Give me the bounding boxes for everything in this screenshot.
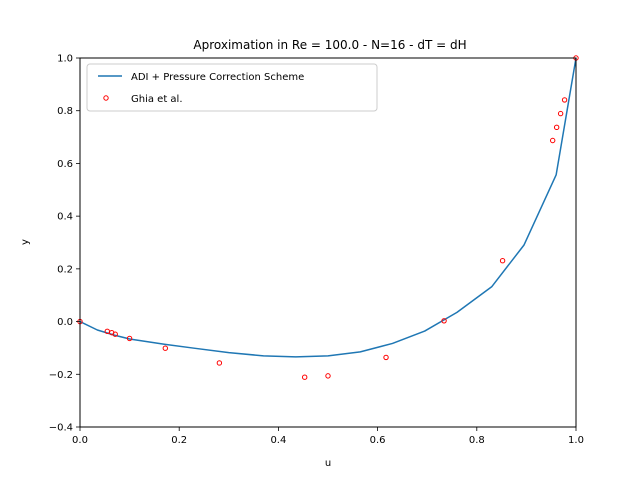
- legend-box: [86, 63, 378, 112]
- x-axis-label: u: [325, 458, 331, 469]
- legend-entry-adi: ADI + Pressure Correction Scheme: [131, 72, 304, 83]
- scatter-point-ghia: [553, 124, 560, 131]
- x-tick-label: 0.2: [171, 435, 187, 446]
- legend-scatter-marker: [103, 95, 109, 101]
- y-tick-label: 0.8: [57, 106, 73, 117]
- y-tick-label: −0.2: [49, 370, 73, 381]
- y-tick-label: 0.0: [57, 317, 73, 328]
- scatter-point-ghia: [557, 110, 564, 117]
- y-tick-label: 0.4: [57, 212, 73, 223]
- scatter-point-ghia: [216, 360, 223, 366]
- x-axis: 0.0 0.2 0.4 0.6 0.8 1.0: [72, 427, 584, 446]
- scatter-point-ghia: [549, 137, 556, 144]
- y-tick-label: 0.6: [57, 159, 73, 170]
- scatter-point-ghia: [325, 373, 331, 379]
- scatter-point-ghia: [301, 374, 308, 380]
- y-tick-label: 1.0: [57, 54, 73, 65]
- x-tick-label: 0.0: [72, 435, 88, 446]
- y-axis-label: y: [20, 239, 31, 245]
- y-axis: −0.4 −0.2 0.0 0.2 0.4 0.6 0.8 1.0: [49, 54, 80, 434]
- chart-title: Aproximation in Re = 100.0 - N=16 - dT =…: [193, 38, 466, 52]
- y-tick-label: 0.2: [57, 264, 73, 275]
- plot-frame: [79, 57, 577, 428]
- scatter-point-ghia: [126, 335, 133, 342]
- scatter-point-ghia: [441, 318, 447, 324]
- x-tick-label: 0.6: [370, 435, 386, 446]
- y-tick-label: −0.4: [49, 423, 73, 434]
- scatter-point-ghia: [383, 354, 389, 361]
- scatter-point-ghia: [162, 345, 169, 351]
- x-tick-label: 1.0: [568, 435, 584, 446]
- legend-entry-ghia: Ghia et al.: [131, 94, 183, 105]
- x-tick-label: 0.8: [469, 435, 485, 446]
- scatter-point-ghia: [561, 97, 568, 103]
- x-tick-label: 0.4: [270, 435, 286, 446]
- legend: ADI + Pressure Correction Scheme Ghia et…: [86, 63, 378, 112]
- scatter-point-ghia: [499, 257, 506, 264]
- scatter-point-ghia: [112, 331, 118, 337]
